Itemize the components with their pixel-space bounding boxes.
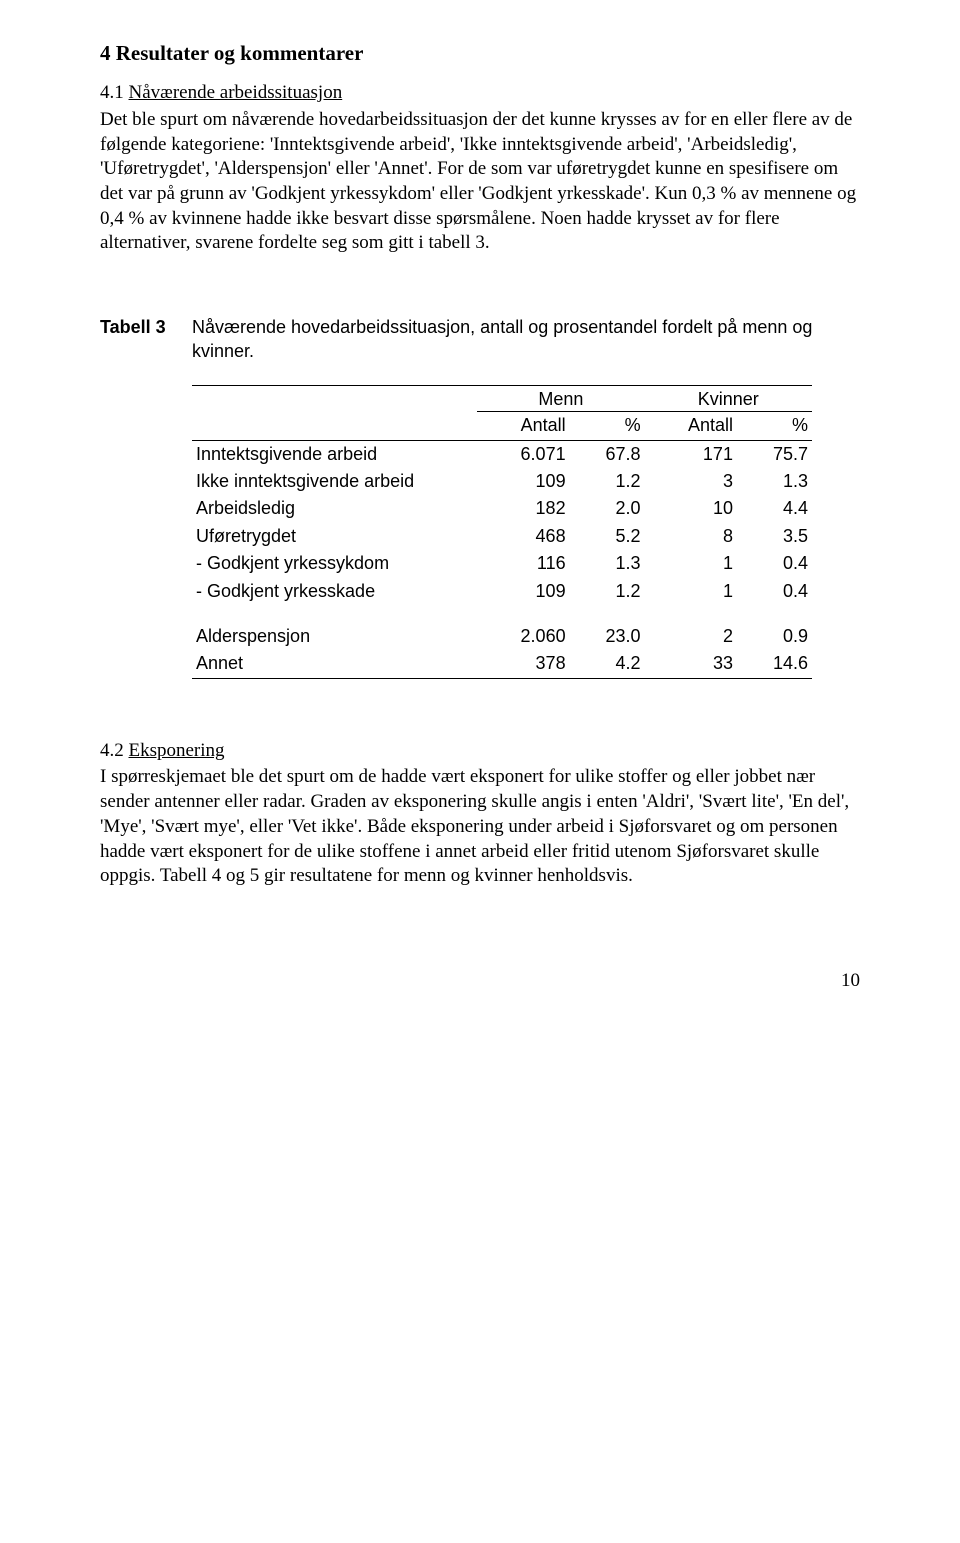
cell: 3.5 xyxy=(737,523,812,550)
cell: 182 xyxy=(477,495,569,522)
page-number: 10 xyxy=(100,969,860,994)
table-3-body-b: Alderspensjon 2.060 23.0 2 0.9 Annet 378… xyxy=(192,605,812,678)
cell: 109 xyxy=(477,468,569,495)
cell: 1 xyxy=(645,578,737,605)
row-label: Annet xyxy=(192,650,477,678)
row-label: - Godkjent yrkesskade xyxy=(192,578,477,605)
sub-header-row: Antall % Antall % xyxy=(192,412,812,440)
table-row: Arbeidsledig 182 2.0 10 4.4 xyxy=(192,495,812,522)
cell: 378 xyxy=(477,650,569,678)
cell: 1.2 xyxy=(570,468,645,495)
group-header-kvinner: Kvinner xyxy=(645,385,812,411)
cell: 0.4 xyxy=(737,578,812,605)
table-row: Inntektsgivende arbeid 6.071 67.8 171 75… xyxy=(192,440,812,468)
row-label: Uføretrygdet xyxy=(192,523,477,550)
cell: 1 xyxy=(645,550,737,577)
cell: 0.9 xyxy=(737,623,812,650)
cell: 1.3 xyxy=(570,550,645,577)
cell: 6.071 xyxy=(477,440,569,468)
cell: 2 xyxy=(645,623,737,650)
row-label: Inntektsgivende arbeid xyxy=(192,440,477,468)
row-label: Arbeidsledig xyxy=(192,495,477,522)
cell: 116 xyxy=(477,550,569,577)
col-antall-kvinner: Antall xyxy=(645,412,737,440)
cell: 10 xyxy=(645,495,737,522)
row-label: Ikke inntektsgivende arbeid xyxy=(192,468,477,495)
cell: 1.2 xyxy=(570,578,645,605)
cell: 171 xyxy=(645,440,737,468)
col-pct-kvinner: % xyxy=(737,412,812,440)
cell: 33 xyxy=(645,650,737,678)
table-3-body-a: Inntektsgivende arbeid 6.071 67.8 171 75… xyxy=(192,440,812,605)
cell: 2.060 xyxy=(477,623,569,650)
blank-header xyxy=(192,385,477,411)
page: 4 Resultater og kommentarer 4.1 Nåværend… xyxy=(0,0,960,1034)
cell: 3 xyxy=(645,468,737,495)
table-3-block: Tabell 3 Nåværende hovedarbeidssituasjon… xyxy=(100,316,860,679)
cell: 1.3 xyxy=(737,468,812,495)
table-3-caption-text: Nåværende hovedarbeidssituasjon, antall … xyxy=(192,316,860,363)
table-row: - Godkjent yrkessykdom 116 1.3 1 0.4 xyxy=(192,550,812,577)
col-pct-menn: % xyxy=(570,412,645,440)
section-4-heading: 4 Resultater og kommentarer xyxy=(100,40,860,67)
subsection-title: Nåværende arbeidssituasjon xyxy=(129,82,343,103)
table-row: Alderspensjon 2.060 23.0 2 0.9 xyxy=(192,623,812,650)
subsection-number: 4.1 xyxy=(100,82,129,103)
table-3-label: Tabell 3 xyxy=(100,316,192,339)
cell: 0.4 xyxy=(737,550,812,577)
cell: 5.2 xyxy=(570,523,645,550)
table-row: - Godkjent yrkesskade 109 1.2 1 0.4 xyxy=(192,578,812,605)
row-label: Alderspensjon xyxy=(192,623,477,650)
subsection-number: 4.2 xyxy=(100,740,129,761)
blank-subheader xyxy=(192,412,477,440)
cell: 75.7 xyxy=(737,440,812,468)
cell: 8 xyxy=(645,523,737,550)
cell: 67.8 xyxy=(570,440,645,468)
subsection-4-2-paragraph: I spørreskjemaet ble det spurt om de had… xyxy=(100,765,860,888)
cell: 4.2 xyxy=(570,650,645,678)
cell: 468 xyxy=(477,523,569,550)
group-header-menn: Menn xyxy=(477,385,644,411)
table-3: Menn Kvinner Antall % Antall % Inntektsg… xyxy=(192,385,812,679)
subsection-4-2-heading: 4.2 Eksponering xyxy=(100,739,860,764)
subsection-4-1-heading: 4.1 Nåværende arbeidssituasjon xyxy=(100,81,860,106)
cell: 23.0 xyxy=(570,623,645,650)
subsection-title: Eksponering xyxy=(129,740,225,761)
col-antall-menn: Antall xyxy=(477,412,569,440)
table-3-wrap: Menn Kvinner Antall % Antall % Inntektsg… xyxy=(192,385,812,679)
group-header-row: Menn Kvinner xyxy=(192,385,812,411)
cell: 109 xyxy=(477,578,569,605)
table-row: Annet 378 4.2 33 14.6 xyxy=(192,650,812,678)
table-row: Uføretrygdet 468 5.2 8 3.5 xyxy=(192,523,812,550)
table-row: Ikke inntektsgivende arbeid 109 1.2 3 1.… xyxy=(192,468,812,495)
cell: 2.0 xyxy=(570,495,645,522)
cell: 14.6 xyxy=(737,650,812,678)
table-3-caption: Tabell 3 Nåværende hovedarbeidssituasjon… xyxy=(100,316,860,363)
row-label: - Godkjent yrkessykdom xyxy=(192,550,477,577)
subsection-4-1-paragraph: Det ble spurt om nåværende hovedarbeidss… xyxy=(100,108,860,256)
cell: 4.4 xyxy=(737,495,812,522)
